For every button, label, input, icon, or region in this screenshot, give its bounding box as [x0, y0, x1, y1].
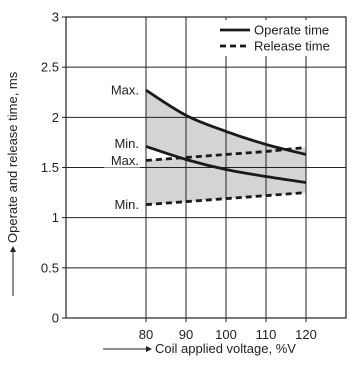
x-tick-label: 120: [295, 327, 317, 342]
y-tick-label: 0.5: [41, 260, 59, 275]
annotations: Max. Min. Max. Min.: [104, 81, 140, 212]
y-tick-label: 2.5: [41, 60, 59, 75]
grid-lines: [62, 16, 347, 322]
y-tick-label: 0: [52, 311, 59, 326]
axis-titles: Coil applied voltage, %V Operate and rele…: [5, 71, 296, 356]
annotation-bg: [104, 195, 140, 212]
operate-max-line: [145, 89, 307, 156]
x-axis-title: Coil applied voltage, %V: [155, 341, 296, 356]
y-tick-label: 3: [52, 10, 59, 25]
annotation-label: Min.: [114, 136, 139, 151]
y-axis-title: Operate and release time, ms: [5, 71, 20, 243]
tick-labels: 80 90 100 110 120 0 0.5 1 1.5 2 2.5 3: [41, 10, 317, 343]
release-min-line: [145, 191, 307, 207]
y-axis-arrow-head: [10, 246, 16, 252]
annotation-label: Min.: [114, 197, 139, 212]
series-lines: [145, 89, 307, 207]
annotation-label: Max.: [111, 83, 139, 98]
x-tick-label: 90: [179, 327, 193, 342]
release-max-line: [145, 146, 307, 162]
y-tick-label: 1: [52, 210, 59, 225]
legend-label: Release time: [254, 39, 330, 54]
x-tick-label: 110: [256, 327, 277, 342]
operate-min-line: [145, 145, 307, 184]
annotation-bg: [104, 81, 140, 98]
y-tick-label: 1.5: [41, 160, 59, 175]
legend-label: Operate time: [254, 23, 329, 38]
x-tick-label: 80: [139, 327, 153, 342]
y-tick-label: 2: [52, 110, 59, 125]
annotation-label: Max.: [111, 153, 139, 168]
annotation-bg: [104, 134, 140, 151]
x-axis-arrow-head: [146, 346, 152, 352]
legend-box: [216, 20, 345, 56]
x-tick-label: 100: [215, 327, 237, 342]
annotation-bg: [104, 151, 140, 168]
